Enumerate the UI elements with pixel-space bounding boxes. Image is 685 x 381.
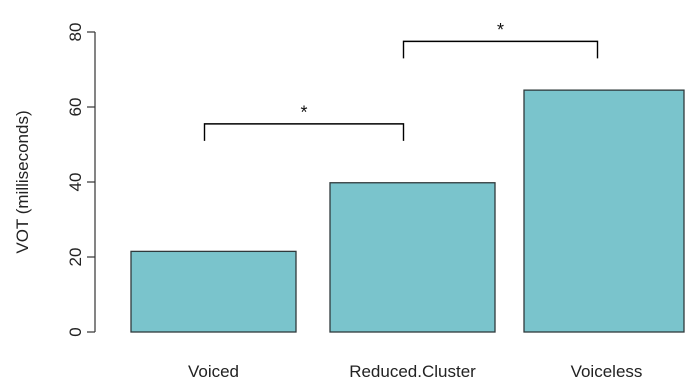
significance-star: * xyxy=(300,102,307,122)
y-axis-title: VOT (milliseconds) xyxy=(13,110,32,253)
y-tick-label: 80 xyxy=(66,23,85,42)
y-tick-label: 40 xyxy=(66,173,85,192)
bar-voiced xyxy=(130,250,297,333)
bar-voiceless xyxy=(523,89,685,333)
y-axis: 0 20 40 60 80 xyxy=(66,23,96,337)
y-tick-label: 60 xyxy=(66,98,85,117)
bar-reduced-cluster xyxy=(329,182,496,333)
y-tick-label: 0 xyxy=(66,327,85,336)
y-tick-label: 20 xyxy=(66,248,85,267)
significance-star: * xyxy=(497,20,504,40)
x-tick-label: Reduced.Cluster xyxy=(349,362,476,381)
significance-bracket xyxy=(402,40,599,59)
significance-bracket xyxy=(203,123,405,141)
x-tick-label: Voiceless xyxy=(571,362,643,381)
significance-brackets: ** xyxy=(203,20,599,141)
x-tick-label: Voiced xyxy=(188,362,239,381)
bars-group xyxy=(130,89,685,333)
category-labels: Voiced Reduced.Cluster Voiceless xyxy=(188,362,642,381)
